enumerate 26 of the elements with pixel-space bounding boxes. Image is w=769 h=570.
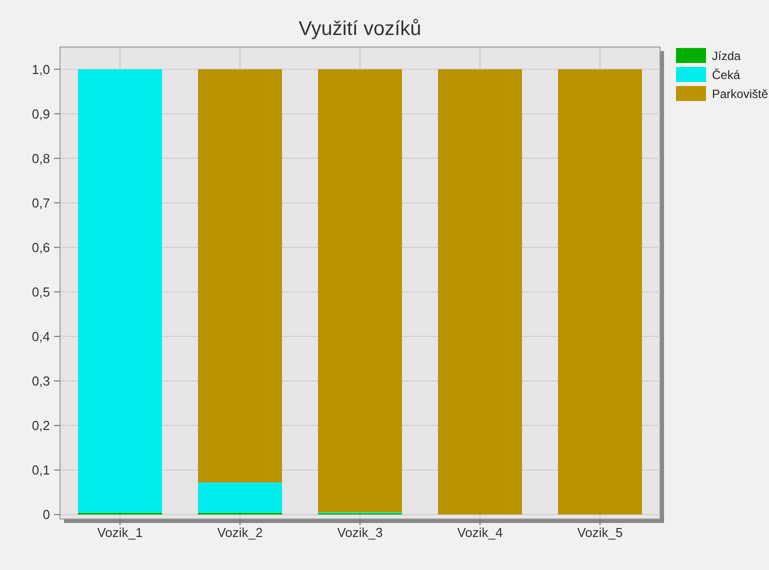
x-tick-label: Vozik_4	[457, 525, 503, 540]
x-tick-label: Vozik_3	[337, 525, 383, 540]
x-tick-label: Vozik_1	[97, 525, 143, 540]
y-tick-label: 1,0	[32, 62, 50, 77]
bar	[78, 69, 162, 513]
chart-title: Využití vozíků	[298, 18, 422, 40]
y-tick-label: 0	[42, 507, 50, 522]
y-tick-label: 0,2	[32, 418, 50, 434]
bar	[438, 69, 522, 515]
y-tick-label: 0,9	[32, 106, 50, 122]
x-tick-label: Vozik_5	[577, 525, 623, 540]
bar	[558, 69, 642, 515]
bar	[318, 69, 402, 512]
x-tick-label: Vozik_2	[217, 525, 263, 540]
y-tick-label: 0,3	[32, 374, 50, 389]
y-tick-label: 0,7	[32, 195, 50, 210]
bar	[198, 69, 282, 482]
y-tick-label: 0,5	[32, 284, 50, 300]
y-tick-label: 0,4	[32, 328, 50, 344]
y-tick-label: 0,6	[32, 240, 50, 255]
legend-label: Čeká	[712, 68, 740, 82]
y-tick-label: 0,1	[32, 462, 50, 478]
legend-label: Parkoviště	[712, 87, 768, 101]
bar	[198, 482, 282, 513]
legend-label: Jízda	[712, 49, 742, 63]
y-tick-label: 0,8	[32, 150, 50, 166]
